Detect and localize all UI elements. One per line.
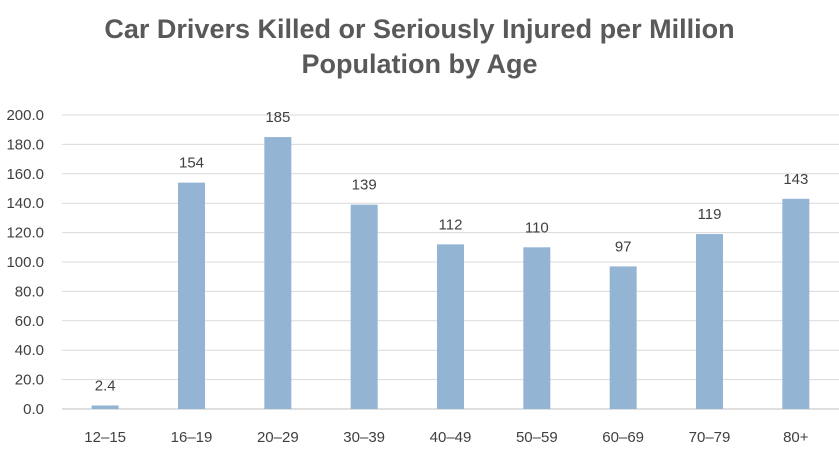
data-label: 110 [525,219,549,236]
y-tick-label: 60.0 [15,313,44,330]
bar [437,244,464,409]
x-tick-label: 80+ [783,429,809,446]
y-tick-label: 160.0 [6,166,44,183]
bar [782,198,810,409]
y-axis-tick-labels: 0.0 20.0 40.0 60.0 80.0 100.0 120.0 140.0 160.0 1… [6,107,44,418]
y-tick-label: 200.0 [6,107,44,124]
data-label: 2.4 [95,377,116,394]
y-tick-label: 140.0 [6,195,44,212]
x-tick-label: 16–19 [171,429,213,446]
y-tick-label: 120.0 [6,225,44,242]
x-tick-label: 50–59 [516,429,558,446]
data-labels: 2.4 154 185 139 112 110 97 119 143 [95,109,809,394]
x-tick-label: 12–15 [84,429,126,446]
chart-title-line-1: Car Drivers Killed or Seriously Injured … [104,14,735,44]
bars [91,137,810,410]
y-tick-label: 20.0 [15,372,44,389]
bar [696,234,723,409]
data-label: 139 [352,177,377,194]
x-tick-label: 70–79 [689,429,731,446]
x-tick-label: 20–29 [257,429,299,446]
data-label: 185 [265,109,290,126]
bar [350,204,378,409]
y-tick-label: 180.0 [6,136,44,153]
y-tick-label: 100.0 [6,254,44,271]
data-label: 112 [439,216,463,233]
bar [264,137,292,410]
chart-title-line-2: Population by Age [301,49,538,79]
data-label: 97 [615,238,632,255]
chart-title: Car Drivers Killed or Seriously Injured … [0,12,839,82]
bar [609,266,637,409]
data-label: 154 [179,155,204,172]
x-tick-label: 60–69 [602,429,644,446]
x-tick-label: 40–49 [430,429,472,446]
bar [91,405,119,409]
y-tick-label: 40.0 [15,342,44,359]
bar [178,182,205,409]
x-axis-tick-labels: 12–15 16–19 20–29 30–39 40–49 50–59 60–69 70–79… [84,429,808,446]
bar [523,247,551,409]
data-label: 143 [783,171,808,188]
y-tick-label: 0.0 [23,401,44,418]
data-label: 119 [698,206,722,223]
y-tick-label: 80.0 [15,283,44,300]
x-tick-label: 30–39 [343,429,385,446]
